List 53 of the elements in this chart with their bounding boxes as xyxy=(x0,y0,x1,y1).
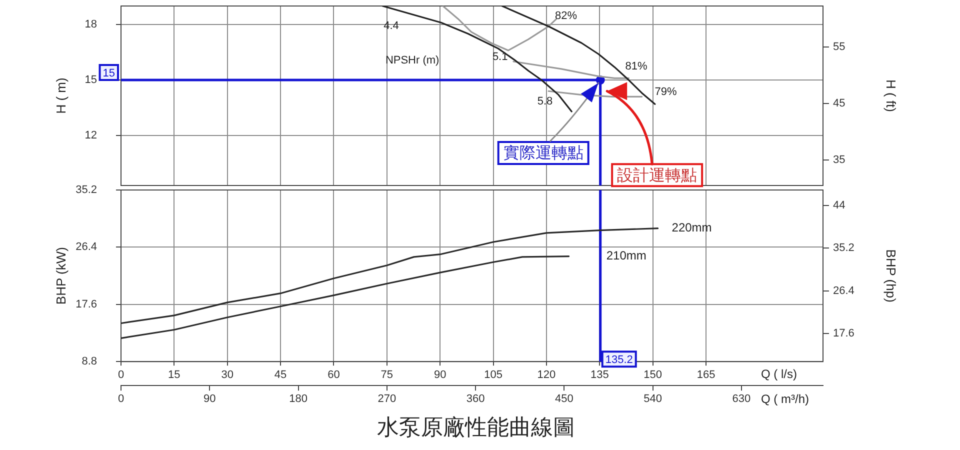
y2-axis-title: H ( ft) xyxy=(884,80,899,112)
annotation: 79% xyxy=(654,86,677,98)
x2-tick-label: 360 xyxy=(466,393,485,406)
x-tick-label: 45 xyxy=(274,369,287,382)
annotation: 81% xyxy=(625,60,648,73)
y-axis-title: H ( m) xyxy=(53,78,68,114)
x2-tick-label: 0 xyxy=(118,393,124,406)
y2-axis-title: BHP (hp) xyxy=(884,249,899,302)
text: 水泵原廠性能曲線圖 xyxy=(377,416,575,441)
y-tick-label: 8.8 xyxy=(82,356,97,368)
x2-tick-label: 630 xyxy=(732,393,751,406)
y2-tick-label: 45 xyxy=(833,98,846,110)
x2-tick-label: 90 xyxy=(204,393,216,406)
annotation: 5.8 xyxy=(537,96,553,108)
annotation: NPSHr (m) xyxy=(385,54,440,67)
y-axis-title: BHP (kW) xyxy=(53,247,68,305)
y2-tick-label: 44 xyxy=(833,200,846,212)
x-axis-title: Q ( l/s) xyxy=(761,366,797,381)
x-tick-label: 0 xyxy=(118,369,124,382)
x-tick-label: 135 xyxy=(590,369,609,382)
y-tick-label: 18 xyxy=(84,18,97,31)
annotation: 實際運轉點 xyxy=(503,143,584,162)
x-tick-label: 105 xyxy=(484,369,502,382)
y-tick-label: 17.6 xyxy=(76,298,97,310)
y-tick-label: 26.4 xyxy=(76,241,97,254)
x-tick-label: 90 xyxy=(434,369,446,382)
x-tick-label: 120 xyxy=(537,369,556,382)
annotation: 4.4 xyxy=(384,20,399,32)
x-tick-label: 165 xyxy=(696,369,716,382)
x-tick-label: 15 xyxy=(168,369,180,382)
x-tick-label: 150 xyxy=(644,369,662,382)
x-tick-label: 75 xyxy=(380,369,394,382)
series-label: 220mm xyxy=(672,220,712,235)
y-tick-label: 15 xyxy=(84,74,97,86)
y2-tick-label: 35 xyxy=(833,154,846,166)
annotation: 82% xyxy=(555,10,578,22)
annotation: 設計運轉點 xyxy=(617,165,698,184)
y2-tick-label: 55 xyxy=(833,41,846,54)
y2-tick-label: 35.2 xyxy=(833,242,854,254)
x2-axis-title: Q ( m³/h) xyxy=(761,392,809,406)
ref-line-label: 15 xyxy=(102,68,116,80)
x2-tick-label: 540 xyxy=(644,393,662,406)
x-tick-label: 30 xyxy=(221,369,234,382)
y2-tick-label: 26.4 xyxy=(833,284,854,297)
x-tick-label: 60 xyxy=(328,369,340,382)
x2-tick-label: 180 xyxy=(289,393,308,406)
ref-line-label: 135.2 xyxy=(605,354,633,366)
x2-tick-label: 270 xyxy=(378,393,396,406)
text: 210mm xyxy=(606,248,646,263)
y2-tick-label: 17.6 xyxy=(833,328,854,340)
y-tick-label: 12 xyxy=(84,130,97,142)
y-tick-label: 35.2 xyxy=(76,184,97,196)
x2-tick-label: 450 xyxy=(555,393,574,406)
